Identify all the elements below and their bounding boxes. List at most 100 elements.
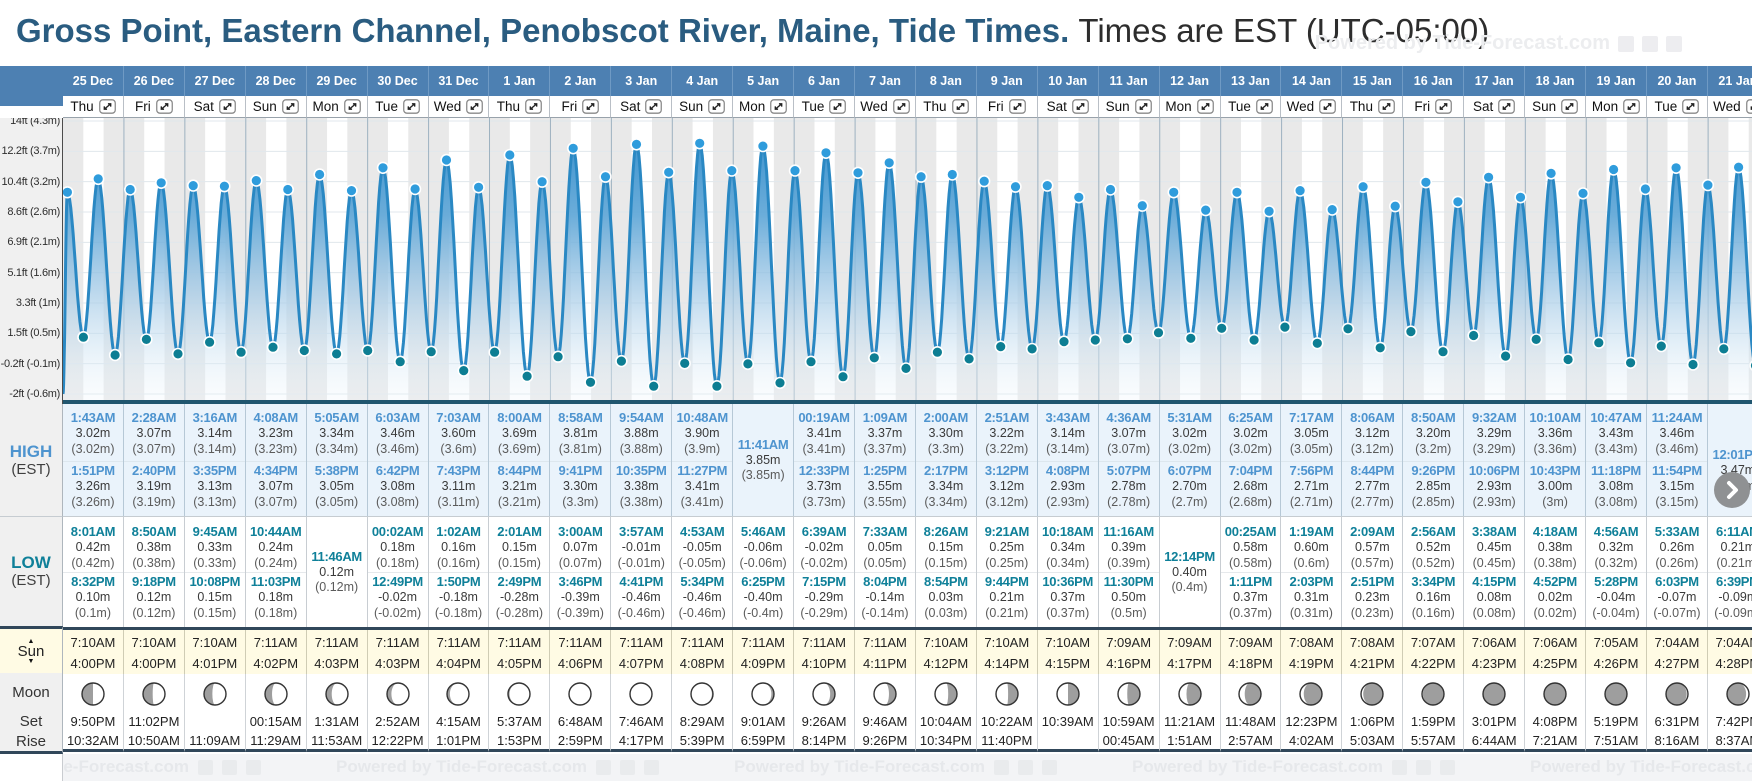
tide-height: 3.88m (623, 426, 659, 440)
expand-icon[interactable] (1008, 99, 1026, 114)
expand-icon[interactable] (1196, 99, 1214, 114)
expand-icon[interactable] (155, 99, 173, 114)
sunrise-time: 7:11AM (680, 635, 725, 650)
expand-icon[interactable] (1071, 99, 1089, 114)
expand-icon[interactable] (1134, 99, 1152, 114)
tide-entry: 10:10AM 3.36m (3.36m) (1525, 409, 1585, 458)
weekday-cell[interactable]: Mon (1586, 96, 1647, 118)
high-tide-dot (788, 164, 802, 177)
weekday-cell[interactable]: Mon (733, 96, 795, 118)
low-tide-cell: 4:56AM 0.32m (0.32m) 5:28PM -0.04m (-0.0… (1586, 517, 1647, 627)
expand-icon[interactable] (403, 99, 420, 114)
expand-icon[interactable] (98, 99, 116, 114)
tide-entry: 10:35PM 3.38m (3.38m) (611, 461, 672, 511)
weekday-cell[interactable]: Thu (915, 96, 977, 118)
expand-icon[interactable] (219, 99, 236, 114)
tide-time: 6:25PM (741, 574, 785, 589)
expand-icon[interactable] (1435, 99, 1453, 114)
low-tide-cell: 7:33AM 0.05m (0.05m) 8:04PM -0.14m (-0.1… (854, 517, 916, 627)
expand-icon[interactable] (1561, 99, 1578, 114)
weekday-cell[interactable]: Thu (489, 96, 551, 118)
high-tide-dot (123, 183, 137, 196)
tide-time: 1:50PM (436, 574, 481, 589)
expand-icon[interactable] (1682, 99, 1700, 114)
next-days-button[interactable] (1714, 472, 1750, 508)
sunrise-time: 7:04AM (1654, 635, 1700, 650)
tide-height: 3.90m (684, 426, 720, 440)
weekday-cell[interactable]: Sat (1037, 96, 1099, 118)
moonset-time-cell: 12:23PM (1281, 713, 1343, 732)
moonset-time-cell: 9:50PM (63, 713, 124, 732)
sunset-time: 4:16PM (1106, 656, 1152, 671)
weekday-cell[interactable]: Sun (245, 96, 307, 118)
expand-icon[interactable] (525, 99, 542, 114)
weekday-cell[interactable]: Sat (611, 96, 673, 118)
weekday-cell[interactable]: Mon (1159, 96, 1221, 118)
expand-icon[interactable] (281, 99, 299, 114)
low-tide-dot (425, 345, 438, 358)
moonrise-time-cell: 7:51AM (1586, 732, 1647, 752)
sunrise-time: 7:08AM (1288, 635, 1334, 650)
weekday-cell[interactable]: Tue (1646, 96, 1708, 118)
row-label-column: 14ft (4.3m) 12.2ft (3.7m) 10.4ft (3.2m) 8.6… (0, 66, 63, 754)
tide-time: 4:15PM (1472, 574, 1517, 589)
high-tide-dot (1669, 161, 1683, 174)
low-tide-cell: 1:02AM 0.16m (0.16m) 1:50PM -0.18m (-0.1… (428, 517, 490, 627)
weekday-cell[interactable]: Sat (184, 96, 246, 118)
weekday-cell[interactable]: Tue (1220, 96, 1282, 118)
expand-icon[interactable] (770, 99, 788, 114)
high-tide-cell: 10:47AM 3.43m (3.43m) 11:18PM 3.08m (3.0… (1586, 404, 1647, 516)
weekday-cell[interactable]: Fri (1403, 96, 1465, 118)
expand-icon[interactable] (708, 99, 726, 114)
expand-icon[interactable] (1255, 99, 1273, 114)
tide-height: 0.31m (1294, 590, 1329, 604)
weekday-cell[interactable]: Tue (794, 96, 855, 118)
weekday-cell[interactable]: Thu (1342, 96, 1404, 118)
weekday-cell[interactable]: Tue (367, 96, 429, 118)
expand-icon[interactable] (1623, 99, 1641, 114)
high-tide-dot (1482, 171, 1495, 184)
weekday-cell[interactable]: Sun (1525, 96, 1587, 118)
weekday-cell[interactable]: Fri (123, 96, 185, 118)
tide-entry: 10:47AM 3.43m (3.43m) (1586, 409, 1646, 458)
weekday-cell[interactable]: Sun (1098, 96, 1160, 118)
expand-icon[interactable] (1378, 99, 1395, 114)
expand-icon[interactable] (892, 99, 910, 114)
sun-cell: 7:10AM 4:12PM (915, 630, 977, 674)
tide-height: -0.04m (1596, 590, 1636, 604)
watermark-icon (1642, 35, 1658, 52)
weekday-cell[interactable]: Sat (1464, 96, 1526, 118)
weekday-cell[interactable]: Wed (1707, 96, 1752, 118)
weekday-cell[interactable]: Wed (854, 96, 916, 118)
tide-height: 0.58m (1233, 540, 1268, 554)
low-tide-dot (140, 333, 153, 346)
expand-icon[interactable] (466, 99, 484, 114)
expand-icon[interactable] (951, 99, 969, 114)
sunrise-time: 7:05AM (1593, 635, 1639, 650)
weekday-cell[interactable]: Wed (428, 96, 490, 118)
expand-icon[interactable] (829, 99, 847, 114)
date-cell: 4 Jan (672, 66, 734, 96)
expand-icon[interactable] (1319, 99, 1337, 114)
tide-height: 3.02m (1233, 426, 1268, 440)
weekday-cell[interactable]: Fri (976, 96, 1038, 118)
weekday-cell[interactable]: Sun (672, 96, 734, 118)
expand-icon[interactable] (645, 99, 663, 114)
weekday-cell[interactable]: Wed (1281, 96, 1343, 118)
moon-row-label: Moon (0, 673, 63, 712)
tide-height: -0.09m (1718, 590, 1752, 604)
weekday-label: Tue (801, 99, 825, 114)
expand-icon[interactable] (582, 99, 600, 114)
weekday-cell[interactable]: Fri (550, 96, 612, 118)
tide-entry: 8:04PM -0.14m (-0.14m) (854, 572, 915, 622)
weekday-cell[interactable]: Mon (306, 96, 368, 118)
tide-entry: 5:05AM 3.34m (3.34m) (307, 409, 367, 458)
expand-icon[interactable] (1745, 99, 1752, 114)
tide-height: 0.21m (989, 590, 1025, 604)
tide-entry: 12:49PM -0.02m (-0.02m) (367, 572, 428, 622)
y-axis-label: 12.2ft (3.7m) (1, 145, 61, 158)
expand-icon[interactable] (343, 99, 361, 114)
expand-icon[interactable] (1498, 99, 1516, 114)
moonset-time-cell: 11:48AM (1220, 713, 1282, 732)
weekday-cell[interactable]: Thu (63, 96, 124, 118)
